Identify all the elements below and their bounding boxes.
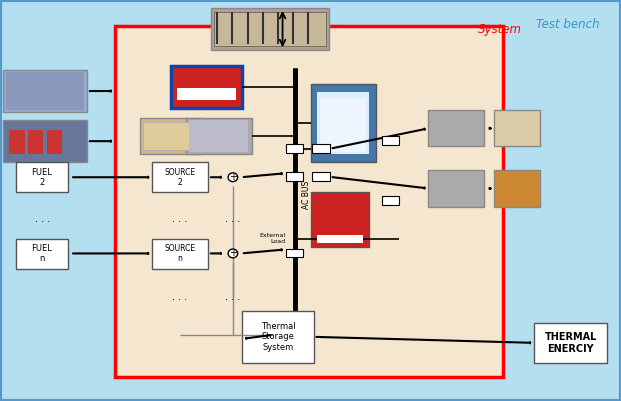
Bar (16, 162, 68, 192)
Bar (3, 70, 87, 112)
Text: SOURCE
n: SOURCE n (165, 244, 196, 263)
Bar (3, 120, 87, 162)
Text: . . .: . . . (225, 214, 240, 223)
Text: . . .: . . . (173, 214, 188, 223)
Bar (242, 311, 314, 363)
Bar (211, 8, 329, 50)
Bar (28, 130, 43, 154)
Bar (214, 12, 326, 46)
Text: . . .: . . . (173, 292, 188, 302)
Bar (115, 26, 503, 377)
Bar (16, 239, 68, 269)
Bar (317, 235, 363, 243)
Bar (494, 110, 540, 146)
Bar (9, 130, 25, 154)
Bar (177, 88, 236, 100)
Bar (189, 120, 248, 152)
Bar (286, 249, 303, 257)
Bar (152, 239, 208, 269)
Text: AC BUS: AC BUS (302, 180, 311, 209)
Bar (497, 172, 537, 205)
Text: Test bench: Test bench (536, 18, 599, 31)
Bar (534, 323, 607, 363)
Text: Thermal
Storage
System: Thermal Storage System (261, 322, 295, 352)
Bar (286, 144, 303, 153)
Text: External
Load: External Load (260, 233, 286, 244)
Text: THERMAL
ENERCIY: THERMAL ENERCIY (545, 332, 597, 354)
Text: SOURCE
2: SOURCE 2 (165, 168, 196, 187)
Bar (310, 84, 376, 162)
Bar (171, 66, 242, 108)
Bar (497, 112, 537, 144)
Text: System: System (478, 23, 522, 36)
Bar (428, 170, 484, 207)
Ellipse shape (228, 249, 238, 258)
Bar (312, 172, 330, 181)
Bar (6, 72, 84, 110)
Text: . . .: . . . (35, 214, 50, 223)
Text: . . .: . . . (225, 292, 240, 302)
Bar (382, 136, 399, 145)
Bar (432, 112, 481, 144)
Text: +: + (229, 249, 237, 258)
Bar (312, 144, 330, 153)
Bar (428, 110, 484, 146)
Bar (140, 118, 202, 154)
Bar (432, 172, 481, 205)
Bar (317, 92, 369, 154)
Bar (310, 192, 369, 247)
Bar (286, 172, 303, 181)
Bar (186, 118, 252, 154)
Bar (143, 122, 199, 150)
Bar (320, 98, 366, 152)
Text: FUEL
2: FUEL 2 (32, 168, 52, 187)
Bar (382, 196, 399, 205)
Bar (47, 130, 62, 154)
Bar (494, 170, 540, 207)
Ellipse shape (228, 173, 238, 182)
Text: FUEL
n: FUEL n (32, 244, 52, 263)
Bar (152, 162, 208, 192)
Text: +: + (229, 172, 237, 182)
